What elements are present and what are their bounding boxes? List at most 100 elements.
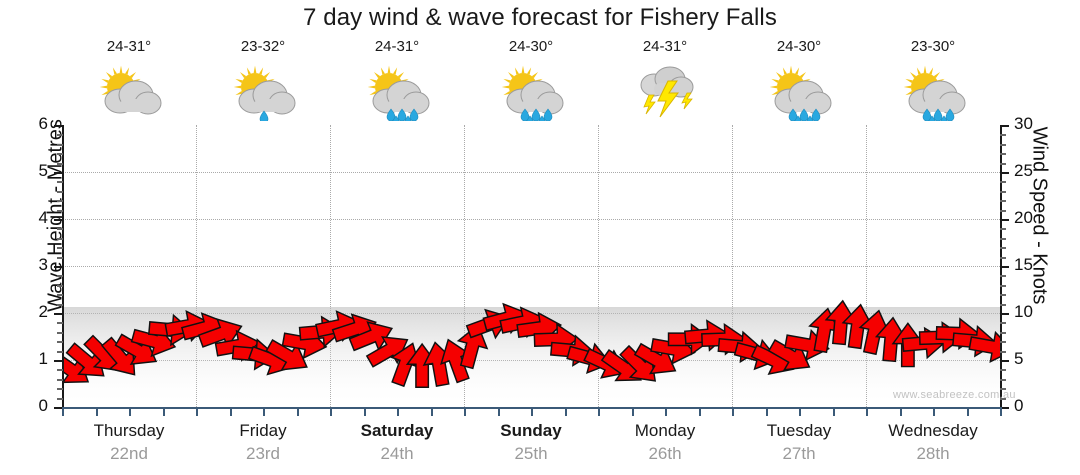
wind-arrow bbox=[968, 330, 1000, 364]
left-axis-minor-tick bbox=[57, 303, 63, 306]
x-axis-tick bbox=[129, 407, 131, 416]
left-axis-minor-tick bbox=[57, 134, 63, 137]
x-axis-tick bbox=[799, 407, 801, 416]
day-name: Friday bbox=[239, 421, 287, 440]
page-title: 7 day wind & wave forecast for Fishery F… bbox=[303, 4, 777, 31]
right-axis-tick-label: 0 bbox=[1014, 396, 1024, 415]
x-axis-tick bbox=[966, 407, 969, 416]
day-header: 23-30° bbox=[866, 38, 1000, 129]
right-axis-minor-tick bbox=[1000, 341, 1006, 344]
left-axis-tick-label: 6 bbox=[38, 114, 48, 133]
x-axis-tick bbox=[698, 407, 701, 416]
right-axis-tick-label: 20 bbox=[1014, 208, 1033, 227]
right-axis-minor-tick bbox=[1000, 378, 1006, 381]
day-divider-gridline bbox=[330, 125, 331, 407]
x-axis-tick bbox=[631, 407, 634, 416]
day-header: 24-30° bbox=[732, 38, 866, 129]
x-axis-day-label: Tuesday 27th bbox=[732, 419, 866, 471]
right-axis-minor-tick bbox=[1000, 237, 1006, 240]
day-name: Sunday bbox=[500, 421, 562, 440]
sun-cloud-rain-icon bbox=[766, 59, 832, 129]
day-date: 24th bbox=[380, 444, 414, 463]
left-axis-tick-label: 4 bbox=[38, 208, 48, 227]
right-axis-tick-label: 30 bbox=[1014, 114, 1033, 133]
right-axis-minor-tick bbox=[1000, 181, 1006, 184]
left-axis-minor-tick bbox=[57, 322, 63, 325]
day-name: Saturday bbox=[360, 421, 434, 440]
x-axis-tick bbox=[564, 407, 567, 416]
right-axis-tick-label: 10 bbox=[1014, 302, 1033, 321]
temp-range: 24-31° bbox=[106, 38, 152, 55]
x-axis-day-label: Friday 23rd bbox=[196, 419, 330, 471]
right-axis-minor-tick bbox=[1000, 275, 1006, 278]
x-axis-tick bbox=[497, 407, 500, 416]
right-axis-tick-label: 5 bbox=[1014, 349, 1024, 368]
right-axis-tick bbox=[1000, 360, 1009, 362]
left-axis-minor-tick bbox=[57, 200, 63, 203]
right-axis-minor-tick bbox=[1000, 331, 1006, 334]
x-axis-tick bbox=[665, 407, 667, 416]
x-axis-tick bbox=[363, 407, 366, 416]
right-axis-tick bbox=[1000, 172, 1009, 174]
x-axis-day-label: Monday 26th bbox=[598, 419, 732, 471]
day-date: 26th bbox=[648, 444, 682, 463]
right-axis-minor-tick bbox=[1000, 162, 1006, 165]
left-axis-minor-tick bbox=[57, 153, 63, 156]
right-axis-tick bbox=[1000, 407, 1009, 409]
temp-range: 24-31° bbox=[642, 38, 688, 55]
left-axis-minor-tick bbox=[57, 247, 63, 250]
right-axis-minor-tick bbox=[1000, 397, 1006, 400]
left-axis-tick bbox=[54, 360, 63, 362]
day-header: 24-31° bbox=[598, 38, 732, 126]
left-axis-tick bbox=[54, 266, 63, 268]
right-axis-minor-tick bbox=[1000, 153, 1006, 156]
x-axis-labels: Thursday 22nd Friday 23rd Saturday 24th Sunday… bbox=[62, 419, 1000, 471]
horizontal-gridline bbox=[62, 266, 1000, 267]
x-axis-tick bbox=[1000, 407, 1002, 416]
right-axis-minor-tick bbox=[1000, 134, 1006, 137]
day-header: 24-31° bbox=[62, 38, 196, 126]
x-axis-tick bbox=[832, 407, 835, 416]
left-axis-minor-tick bbox=[57, 275, 63, 278]
day-name: Wednesday bbox=[888, 421, 978, 440]
x-axis-day-label: Wednesday 28th bbox=[866, 419, 1000, 471]
sun-cloud-rain-icon bbox=[900, 59, 966, 129]
temp-range: 24-30° bbox=[776, 38, 822, 55]
sun-cloud-icon bbox=[96, 59, 162, 121]
right-axis-minor-tick bbox=[1000, 369, 1006, 372]
x-axis-day-label: Saturday 24th bbox=[330, 419, 464, 471]
temp-range: 24-31° bbox=[374, 38, 420, 55]
right-axis-minor-tick bbox=[1000, 200, 1006, 203]
x-axis-tick bbox=[765, 407, 768, 416]
temp-range: 23-32° bbox=[240, 38, 286, 55]
right-axis-minor-tick bbox=[1000, 350, 1006, 353]
plot-area bbox=[62, 125, 1000, 407]
day-name: Thursday bbox=[93, 421, 165, 440]
left-axis-minor-tick bbox=[57, 190, 63, 193]
day-date: 25th bbox=[514, 444, 548, 463]
x-axis-tick bbox=[531, 407, 533, 416]
x-axis-tick bbox=[296, 407, 299, 416]
left-axis-minor-tick bbox=[57, 162, 63, 165]
left-axis-tick bbox=[54, 219, 63, 221]
day-divider-gridline bbox=[866, 125, 867, 407]
left-axis-minor-tick bbox=[57, 256, 63, 259]
x-axis-tick bbox=[899, 407, 902, 416]
left-axis-minor-tick bbox=[57, 181, 63, 184]
x-axis-tick bbox=[95, 407, 98, 416]
x-axis-tick bbox=[62, 407, 64, 416]
x-axis-tick bbox=[430, 407, 433, 416]
x-axis-day-label: Sunday 25th bbox=[464, 419, 598, 471]
day-divider-gridline bbox=[732, 125, 733, 407]
wind-arrow bbox=[456, 323, 489, 370]
right-axis-minor-tick bbox=[1000, 284, 1006, 287]
left-axis-tick-label: 1 bbox=[38, 349, 48, 368]
day-date: 28th bbox=[916, 444, 950, 463]
left-axis-tick-label: 0 bbox=[38, 396, 48, 415]
temp-range: 24-30° bbox=[508, 38, 554, 55]
wind-arrow-layer bbox=[62, 299, 1000, 388]
x-axis-tick bbox=[229, 407, 232, 416]
right-axis-tick bbox=[1000, 266, 1009, 268]
sun-cloud-rain-icon bbox=[498, 59, 564, 129]
